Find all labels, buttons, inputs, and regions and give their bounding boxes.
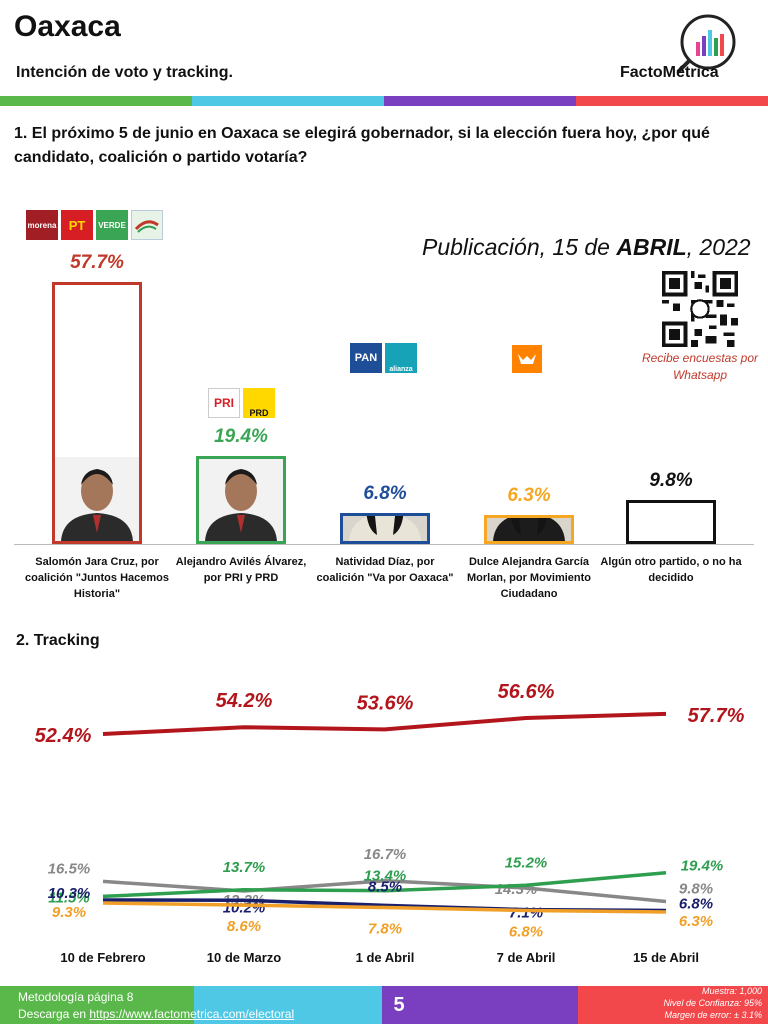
methodology-note: Metodología página 8 <box>18 990 134 1004</box>
tracking-label-4-0: 9.3% <box>52 904 86 921</box>
candidate-photo-1 <box>199 459 283 541</box>
page-title: Oaxaca <box>14 10 121 43</box>
qr-caption: Recibe encuestas por Whatsapp <box>641 351 759 382</box>
download-line: Descarga en https://www.factometrica.com… <box>18 1007 294 1021</box>
footer: Metodología página 8 Descarga en https:/… <box>0 986 768 1024</box>
tracking-label-1-2: 16.7% <box>364 846 407 863</box>
tracking-label-0-0: 52.4% <box>35 725 92 747</box>
page-number: 5 <box>393 994 405 1016</box>
bar-value-label-2: 6.8% <box>363 483 407 504</box>
tracking-label-3-0: 10.3% <box>48 885 91 902</box>
tracking-label-3-4: 6.8% <box>679 896 713 913</box>
party-logos-aviles: PRI PRD <box>208 388 275 418</box>
sample-size: Muestra: 1,000 <box>701 986 762 996</box>
tracking-x-label-4: 15 de Abril <box>633 950 699 965</box>
tracking-label-2-2: 13.4% <box>364 868 407 885</box>
bar-1 <box>196 456 286 544</box>
brand-name: FactoMétrica <box>620 64 719 81</box>
tracking-label-4-1: 8.6% <box>227 918 261 935</box>
download-link[interactable]: https://www.factometrica.com/electoral <box>89 1007 295 1021</box>
prd-logo: PRD <box>243 388 275 418</box>
tracking-label-0-3: 56.6% <box>498 681 555 703</box>
tracking-label-4-3: 6.8% <box>509 924 543 941</box>
question-text: 1. El próximo 5 de junio en Oaxaca se el… <box>14 125 710 166</box>
tracking-chart: 52.4%54.2% 53.6%56.6%57.7%16.5%13.3%16.7%… <box>35 681 745 965</box>
tracking-label-0-4: 57.7% <box>688 705 745 727</box>
bar-4 <box>626 500 716 544</box>
page-subtitle: Intención de voto y tracking. <box>16 64 233 81</box>
candidate-photo-3 <box>487 518 571 541</box>
tracking-label-0-1: 54.2% <box>216 690 273 712</box>
candidate-label-1: Alejandro Avilés Álvarez, por PRI y PRD <box>175 556 307 584</box>
tracking-line-2 <box>102 870 667 899</box>
candidate-photo-2 <box>343 516 427 541</box>
pan-logo: PAN <box>350 343 382 373</box>
fxm-logo <box>131 210 163 240</box>
candidate-label-4: Algún otro partido, o no ha decidido <box>600 556 742 584</box>
tracking-title: 2. Tracking <box>16 632 100 649</box>
publication-month: ABRIL <box>616 234 687 260</box>
party-logos-jara: morena PT VERDE <box>26 210 163 240</box>
tracking-line-1 <box>102 879 667 904</box>
candidate-label-2: Natividad Díaz, por coalición "Va por Oa… <box>316 556 454 584</box>
tracking-x-label-3: 7 de Abril <box>497 950 556 965</box>
bar-0 <box>52 282 142 544</box>
bar-2 <box>340 513 430 544</box>
verde-logo: VERDE <box>96 210 128 240</box>
party-logos-garcia <box>512 345 542 375</box>
whatsapp-qr-code[interactable] <box>662 271 738 347</box>
candidate-label-0: Salomón Jara Cruz, por coalición "Juntos… <box>25 556 169 600</box>
tracking-label-4-2: 7.8% <box>368 921 402 938</box>
morena-logo: morena <box>26 210 58 240</box>
candidate-photo-0 <box>55 457 139 541</box>
tracking-label-3-2: 8.5% <box>368 878 402 895</box>
tracking-label-2-1: 13.7% <box>223 859 266 876</box>
candidate-label-3: Dulce Alejandra García Morlan, por Movim… <box>466 556 592 600</box>
tracking-line-4 <box>102 901 667 914</box>
tracking-x-label-1: 10 de Marzo <box>207 950 281 965</box>
movimiento-ciudadano-logo <box>512 345 542 373</box>
tracking-label-2-3: 15.2% <box>505 854 548 871</box>
margin-of-error: Margen de error: ± 3.1% <box>664 1010 762 1020</box>
confidence-level: Nivel de Confianza: 95% <box>663 998 762 1008</box>
alianza-logo: alianza <box>385 343 417 373</box>
tracking-label-3-3: 7.1% <box>509 905 543 922</box>
bar-value-label-0: 57.7% <box>70 252 124 273</box>
tracking-label-1-0: 16.5% <box>48 860 91 877</box>
publication-suffix: , 2022 <box>686 234 751 260</box>
tracking-label-2-0: 11.5% <box>48 889 89 906</box>
bar-3 <box>484 515 574 544</box>
tracking-x-label-0: 10 de Febrero <box>60 950 145 965</box>
pt-logo: PT <box>61 210 93 240</box>
pri-logo: PRI <box>208 388 240 418</box>
bar-value-label-1: 19.4% <box>214 426 268 447</box>
publication-date: Publicación, 15 de ABRIL, 2022 <box>422 234 751 261</box>
download-prefix: Descarga en <box>18 1007 90 1021</box>
bar-value-label-3: 6.3% <box>507 485 551 506</box>
tracking-label-4-4: 6.3% <box>679 913 713 930</box>
factometrica-logo <box>676 14 736 74</box>
bar-chart-baseline <box>14 544 754 545</box>
tracking-label-2-4: 19.4% <box>681 858 724 875</box>
color-stripe <box>0 96 768 106</box>
bar-value-label-4: 9.8% <box>649 470 693 491</box>
tracking-label-3-1: 10.2% <box>223 899 266 916</box>
tracking-label-0-2: 53.6% <box>357 692 414 714</box>
tracking-line-0 <box>102 711 667 736</box>
party-logos-diaz: PAN alianza <box>350 343 417 373</box>
publication-prefix: Publicación, 15 de <box>422 234 617 260</box>
tracking-label-1-4: 9.8% <box>679 881 713 898</box>
tracking-x-label-2: 1 de Abril <box>356 950 415 965</box>
